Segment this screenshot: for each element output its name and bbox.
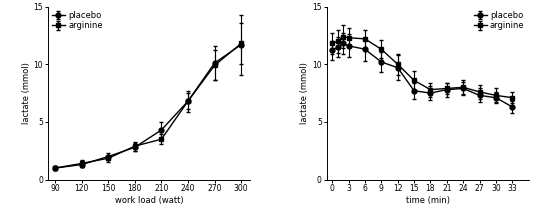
X-axis label: work load (watt): work load (watt) (115, 196, 183, 205)
Legend: placebo, arginine: placebo, arginine (473, 9, 526, 32)
Legend: placebo, arginine: placebo, arginine (51, 9, 104, 32)
X-axis label: time (min): time (min) (406, 196, 450, 205)
Y-axis label: lactate (mmol): lactate (mmol) (22, 62, 31, 124)
Y-axis label: lactate (mmol): lactate (mmol) (301, 62, 310, 124)
